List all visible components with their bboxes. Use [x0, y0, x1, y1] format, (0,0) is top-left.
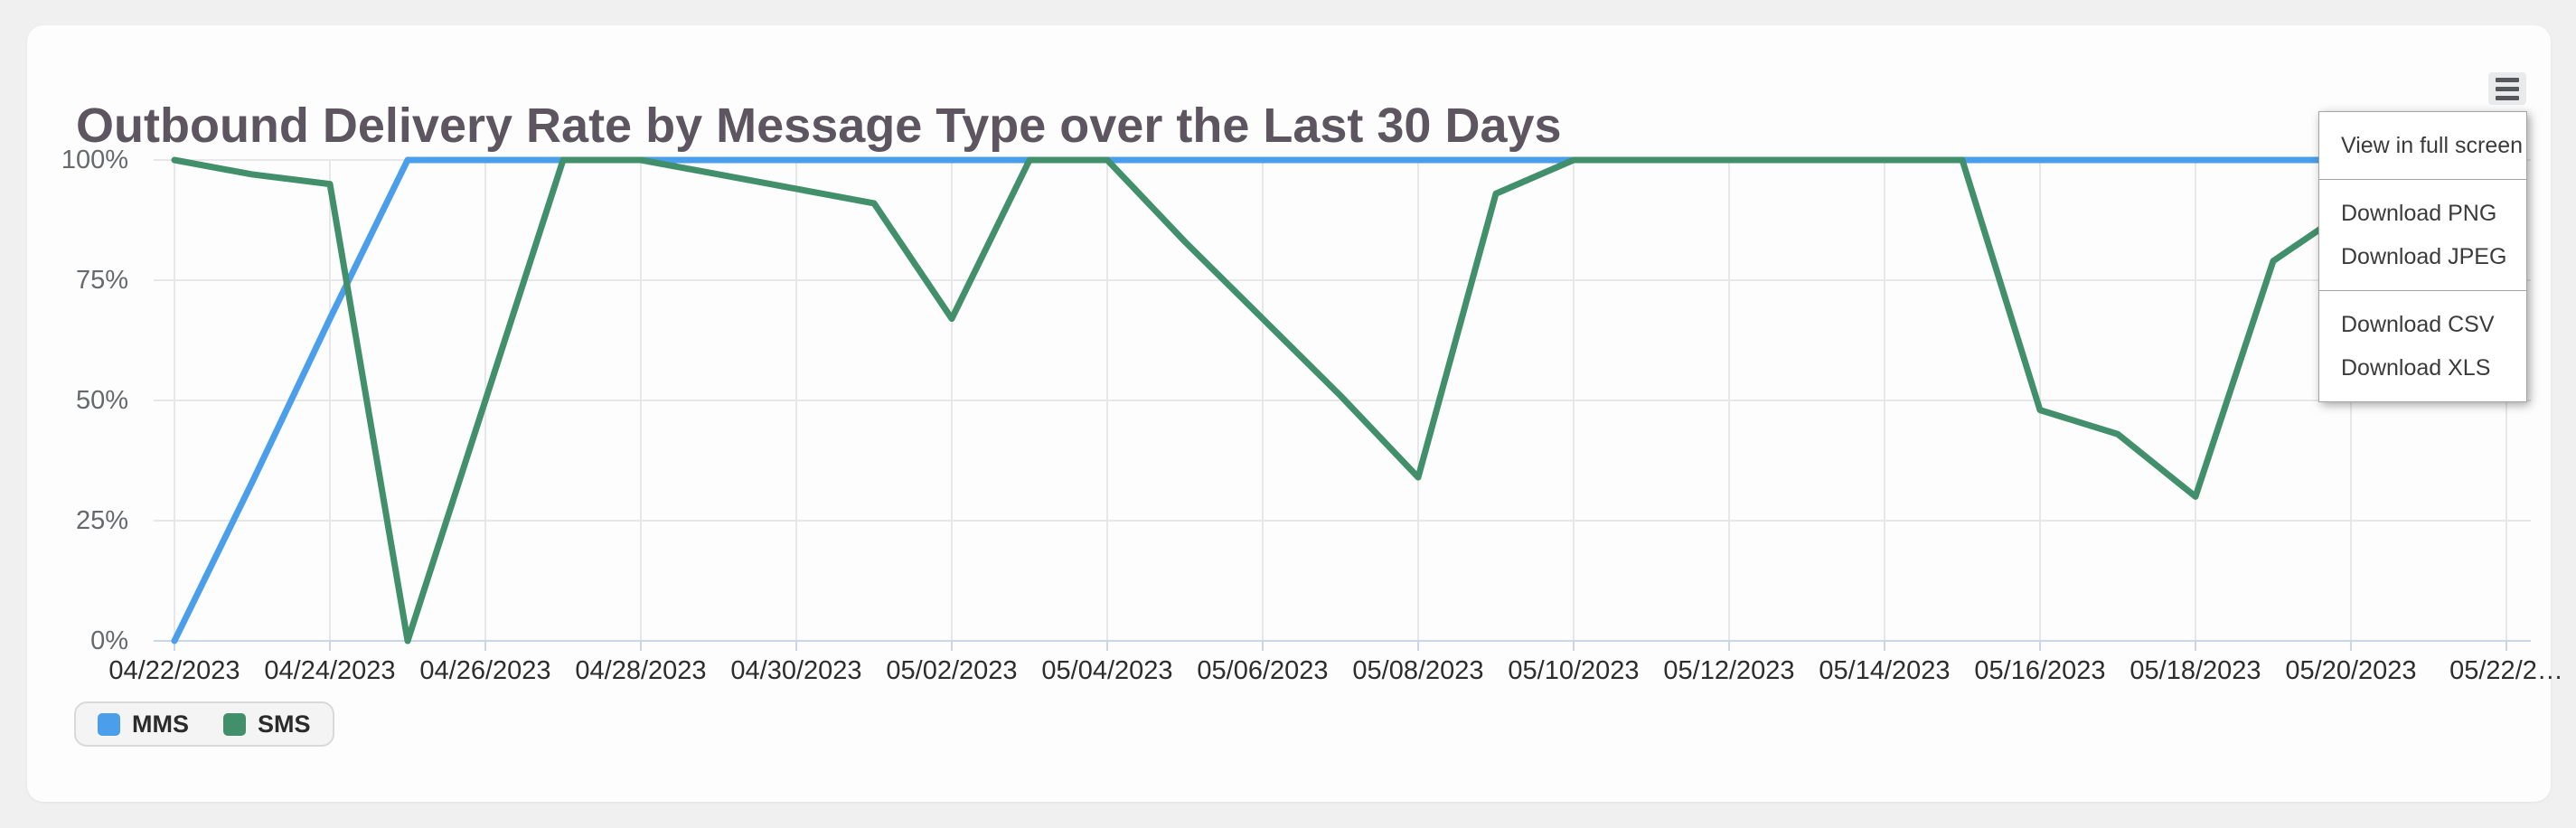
y-axis-label: 50%: [75, 386, 128, 415]
hamburger-icon: [2496, 77, 2519, 82]
menu-item-download-jpeg[interactable]: Download JPEG: [2341, 244, 2507, 269]
x-axis-label: 05/08/2023: [1352, 656, 1484, 685]
legend-item-sms[interactable]: SMS: [223, 710, 311, 739]
export-menu-section: View in full screen: [2319, 112, 2526, 179]
x-axis-label: 05/06/2023: [1197, 656, 1329, 685]
export-menu: View in full screen Download PNG Download …: [2318, 111, 2527, 402]
chart-title: Outbound Delivery Rate by Message Type o…: [76, 99, 1562, 154]
x-axis-label: 05/22/2…: [2449, 656, 2563, 685]
x-axis-label: 05/02/2023: [886, 656, 1018, 685]
legend-swatch-mms: [98, 712, 120, 736]
menu-item-download-csv[interactable]: Download CSV: [2341, 312, 2495, 337]
y-axis-label: 0%: [90, 626, 128, 655]
x-axis-label: 05/10/2023: [1508, 656, 1640, 685]
x-axis-label: 04/24/2023: [264, 656, 396, 685]
menu-item-view-in-full-screen[interactable]: View in full screen: [2341, 133, 2524, 158]
x-axis-label: 04/22/2023: [108, 656, 240, 685]
legend: MMS SMS: [74, 701, 334, 747]
menu-item-download-xls[interactable]: Download XLS: [2341, 355, 2491, 381]
x-axis-label: 05/04/2023: [1041, 656, 1173, 685]
export-menu-section: Download PNG Download JPEG: [2319, 179, 2526, 290]
legend-item-mms[interactable]: MMS: [98, 710, 189, 739]
legend-label: MMS: [132, 710, 189, 738]
x-axis-label: 04/28/2023: [575, 656, 707, 685]
x-axis-label: 05/20/2023: [2285, 656, 2417, 685]
x-axis-label: 05/16/2023: [1974, 656, 2106, 685]
x-axis-label: 05/14/2023: [1819, 656, 1951, 685]
menu-item-download-png[interactable]: Download PNG: [2341, 201, 2497, 226]
chart-plot: [154, 156, 2531, 651]
x-axis-label: 05/12/2023: [1663, 656, 1795, 685]
legend-label: SMS: [258, 710, 311, 738]
legend-swatch-sms: [223, 712, 246, 736]
sms-line: [171, 156, 2510, 645]
x-axis-label: 04/30/2023: [730, 656, 862, 685]
x-axis-label: 05/18/2023: [2129, 656, 2261, 685]
y-axis-label: 75%: [75, 266, 128, 295]
export-menu-section: Download CSV Download XLS: [2319, 290, 2526, 401]
hamburger-menu-button[interactable]: [2488, 72, 2526, 105]
y-axis-label: 100%: [61, 146, 128, 174]
x-axis-label: 04/26/2023: [419, 656, 551, 685]
y-axis-label: 25%: [75, 506, 128, 535]
chart-card: Outbound Delivery Rate by Message Type o…: [27, 25, 2563, 802]
